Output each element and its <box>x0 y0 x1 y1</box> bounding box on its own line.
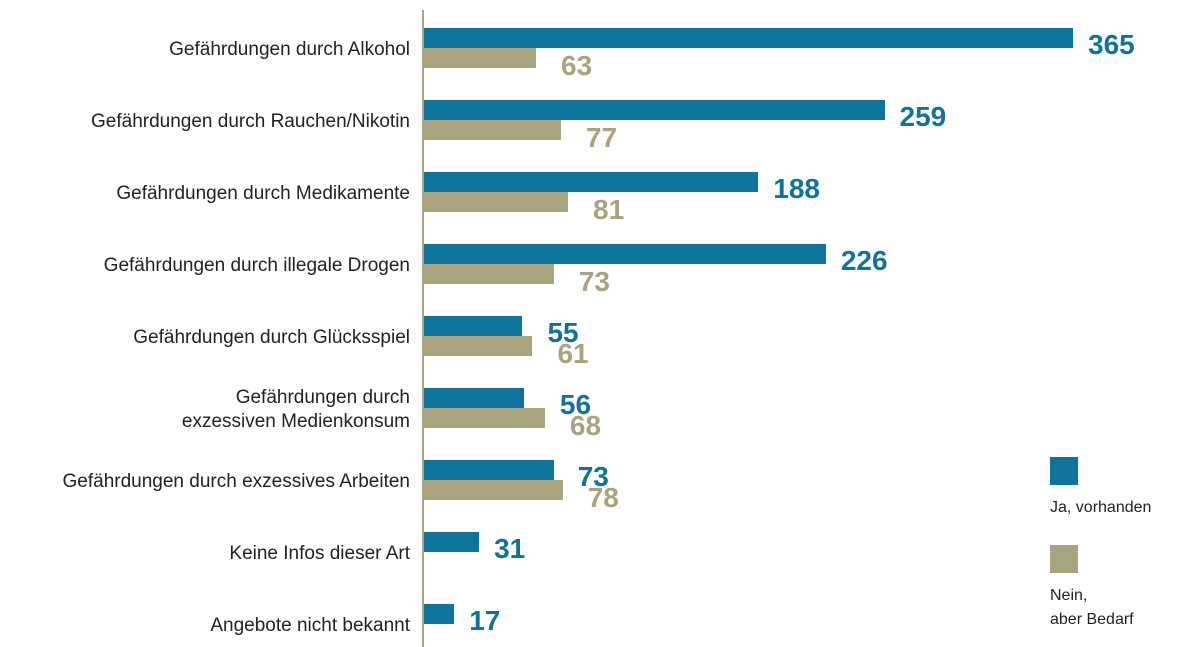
bar <box>424 460 554 480</box>
bar <box>424 336 533 356</box>
value-label: 63 <box>561 50 593 81</box>
value-label: 259 <box>899 101 947 132</box>
bar <box>424 100 885 120</box>
category-label: Gefährdungen durch Glücksspiel <box>133 327 410 348</box>
bar <box>424 604 455 624</box>
legend-label: Ja, vorhanden <box>1050 499 1152 516</box>
value-label: 31 <box>494 533 526 564</box>
category-label: Gefährdungen durch exzessiven Medienkons… <box>181 387 410 432</box>
value-label: 81 <box>593 194 625 225</box>
category-label: Gefährdungen durch illegale Drogen <box>103 255 410 276</box>
category-label: Keine Infos dieser Art <box>229 543 410 564</box>
value-label: 73 <box>578 266 610 297</box>
bar <box>424 28 1073 48</box>
bar <box>424 120 561 140</box>
value-label: 226 <box>840 245 888 276</box>
bar <box>424 316 522 336</box>
value-label: 78 <box>587 482 619 513</box>
category-label: Gefährdungen durch Rauchen/Nikotin <box>91 111 410 132</box>
bar <box>424 388 524 408</box>
bar <box>424 480 563 500</box>
legend-swatch <box>1050 457 1078 485</box>
value-label: 77 <box>585 122 618 153</box>
bar <box>424 192 569 212</box>
category-label: Gefährdungen durch exzessives Arbeiten <box>62 471 411 492</box>
value-label: 55 <box>547 317 579 348</box>
value-label: 17 <box>469 605 501 636</box>
bar <box>424 244 826 264</box>
bar <box>424 532 480 552</box>
bar <box>424 264 554 284</box>
value-label: 56 <box>559 389 592 420</box>
category-label: Gefährdungen durch Medikamente <box>116 183 410 204</box>
value-label: 68 <box>569 410 602 441</box>
legend-label: Nein, aber Bedarf <box>1050 587 1134 628</box>
category-label: Gefährdungen durch Alkohol <box>169 39 410 60</box>
category-label: Angebote nicht bekannt <box>210 615 410 636</box>
value-label: 365 <box>1088 29 1135 60</box>
bar <box>424 48 537 68</box>
axis-line <box>422 10 424 647</box>
value-label: 61 <box>557 338 589 369</box>
legend-swatch <box>1050 545 1078 573</box>
bar <box>424 408 545 428</box>
bar <box>424 172 759 192</box>
value-label: 188 <box>773 173 820 204</box>
value-label: 73 <box>577 461 609 492</box>
